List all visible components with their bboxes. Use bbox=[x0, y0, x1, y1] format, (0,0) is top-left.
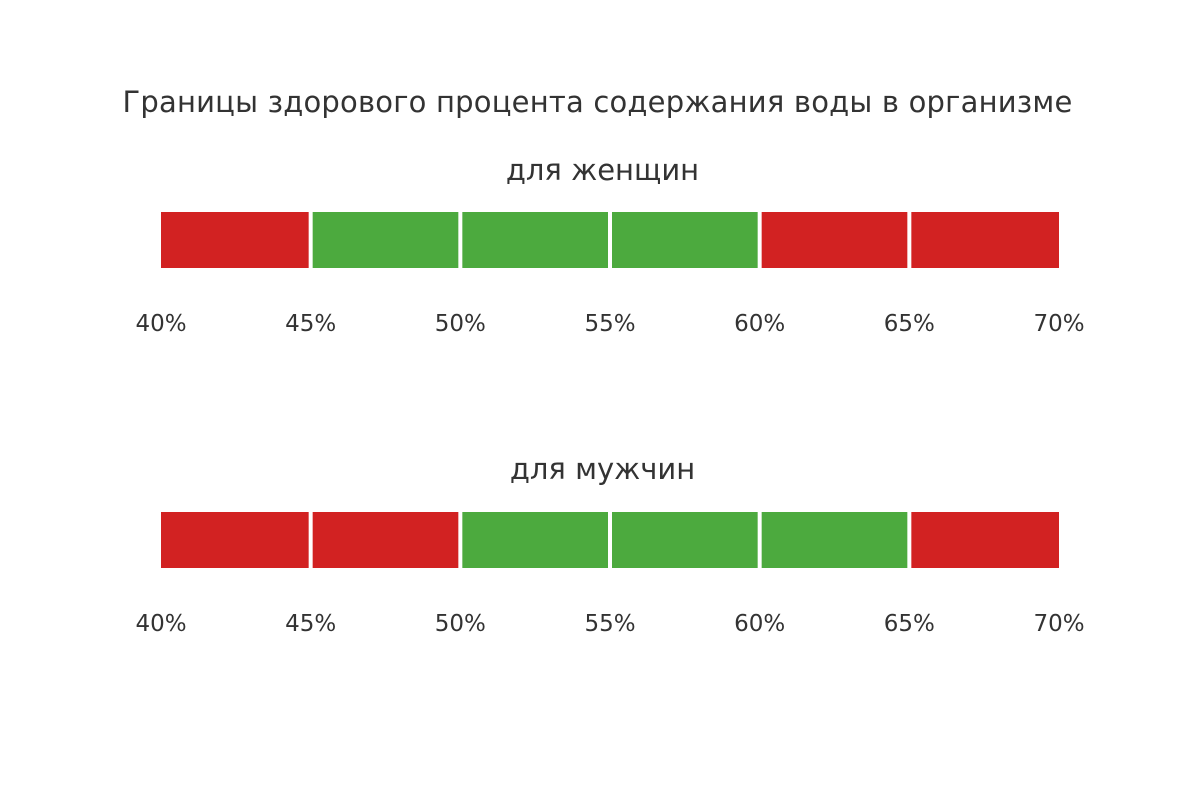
women-subtitle: для женщин bbox=[505, 153, 700, 187]
women-segment-abnormal bbox=[911, 212, 1059, 268]
men-tick-label: 40% bbox=[135, 611, 186, 637]
women-segment-normal bbox=[612, 212, 758, 268]
women-segment-normal bbox=[462, 212, 608, 268]
women-tick-label: 55% bbox=[584, 311, 635, 337]
men-segment-abnormal bbox=[911, 512, 1059, 568]
men-tick-label: 65% bbox=[884, 611, 935, 637]
women-tick-label: 65% bbox=[884, 311, 935, 337]
men-tick-label: 50% bbox=[435, 611, 486, 637]
men-segment-normal bbox=[462, 512, 608, 568]
women-segment-abnormal bbox=[761, 212, 908, 268]
men-tick-label: 45% bbox=[285, 611, 336, 637]
women-tick-label: 70% bbox=[1033, 311, 1084, 337]
women-tick-label: 60% bbox=[734, 311, 785, 337]
women-tick-label: 45% bbox=[285, 311, 336, 337]
women-water-scale: 40% 45% 50% 55% 60% 65% 70% bbox=[135, 212, 1085, 337]
men-segment-normal bbox=[612, 512, 758, 568]
women-tick-label: 50% bbox=[435, 311, 486, 337]
women-tick-label: 40% bbox=[135, 311, 186, 337]
men-tick-label: 70% bbox=[1033, 611, 1084, 637]
men-segment-abnormal bbox=[312, 512, 459, 568]
men-water-scale: 40% 45% 50% 55% 60% 65% 70% bbox=[135, 512, 1085, 637]
men-segment-abnormal bbox=[161, 512, 309, 568]
women-segment-normal bbox=[312, 212, 459, 268]
men-tick-label: 55% bbox=[584, 611, 635, 637]
women-segment-abnormal bbox=[161, 212, 309, 268]
men-segment-normal bbox=[761, 512, 908, 568]
chart-title: Границы здорового процента содержания во… bbox=[122, 85, 1073, 119]
men-tick-label: 60% bbox=[734, 611, 785, 637]
men-subtitle: для мужчин bbox=[509, 452, 696, 486]
